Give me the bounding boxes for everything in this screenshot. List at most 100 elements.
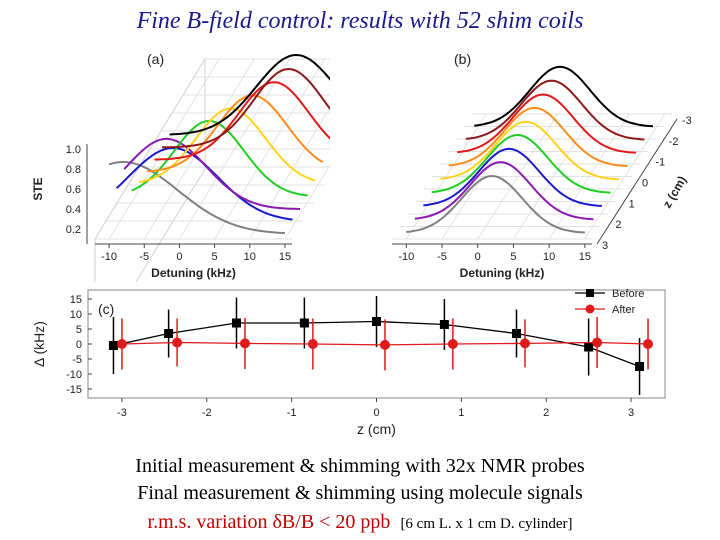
chart-a-x-tick-label: 10 xyxy=(244,251,256,263)
chart-c-point-before xyxy=(231,318,241,328)
chart-c-point-after xyxy=(379,339,390,350)
chart-a-series-line xyxy=(169,53,347,136)
chart-a-series-line xyxy=(146,94,324,173)
chart-a-panel-label: (a) xyxy=(147,51,164,67)
panel-c: 15 10 5 0 -5 -10 -15 -3 -2 -1 0 1 2 3 z (cm) Δ (kHz) (c)… xyxy=(20,282,700,444)
chart-b-z-tick-label: 1 xyxy=(629,198,635,210)
chart-b-series-line xyxy=(474,65,653,128)
caption-line-1: Initial measurement & shimming with 32x … xyxy=(135,455,585,477)
chart-b-x-tick-label: -5 xyxy=(437,251,447,263)
chart-a-series-line xyxy=(139,107,316,184)
chart-c-point-before xyxy=(164,329,174,338)
chart-c-point-before xyxy=(372,317,381,326)
chart-b-z-tick-label: -3 xyxy=(682,115,692,127)
chart-a-y-tick-label: 0.2 xyxy=(66,224,81,236)
chart-b-z-tick-label: -2 xyxy=(669,136,679,148)
chart-c-point-after xyxy=(592,337,603,348)
chart-a-x-tick-label: 15 xyxy=(279,251,291,263)
chart-c-legend-marker-before xyxy=(586,289,594,297)
chart-c-x-tick-label: 1 xyxy=(458,407,464,419)
chart-b-gridline xyxy=(477,113,559,240)
chart-b-z-axis xyxy=(596,118,678,245)
chart-c-point-before xyxy=(512,329,522,338)
chart-c-y-axis-label: Δ (kHz) xyxy=(31,321,47,367)
chart-a-series-line xyxy=(123,137,301,210)
chart-a-x-tick-label: 0 xyxy=(176,251,182,263)
chart-b-series-line xyxy=(431,133,611,194)
chart-a-y-axis-label: STE xyxy=(31,177,45,200)
chart-c-legend-label: Before xyxy=(612,288,644,300)
chart-c-y-tick-label: -10 xyxy=(66,369,82,381)
chart-c-point-after xyxy=(239,338,250,349)
chart-a-series-line xyxy=(161,67,339,149)
chart-b-x-axis-label: Detuning (kHz) xyxy=(460,266,545,280)
chart-c-point-after xyxy=(172,337,183,348)
chart-a-series-line xyxy=(108,160,286,235)
chart-c-y-tick-label: 10 xyxy=(70,309,82,321)
chart-c-y-tick-label: -15 xyxy=(66,384,82,396)
chart-b-x-tick-label: -10 xyxy=(398,251,414,263)
cylinder-note: [6 cm L. x 1 cm D. cylinder] xyxy=(400,516,573,532)
chart-b-gridline xyxy=(584,113,666,240)
chart-b-series-line xyxy=(457,93,636,154)
chart-b-z-tick-label: 0 xyxy=(642,178,648,190)
chart-c-x-tick-label: -3 xyxy=(117,407,127,419)
chart-a-x-tick-label: -5 xyxy=(139,251,149,263)
chart-b-z-tick-label: 3 xyxy=(602,240,608,252)
chart-c-point-after xyxy=(307,339,318,349)
chart-c-legend-label: After xyxy=(612,304,636,316)
chart-a-y-tick-label: 0.6 xyxy=(66,184,81,196)
chart-c-legend-marker-after xyxy=(585,304,595,314)
chart-b-x-tick-label: 10 xyxy=(543,251,555,263)
chart-c-point-before xyxy=(635,362,645,371)
chart-a-x-tick-label: 5 xyxy=(212,251,218,263)
chart-b-series-line xyxy=(440,120,619,181)
chart-c-point-after xyxy=(643,339,654,349)
chart-c-point-after xyxy=(116,339,127,349)
chart-c-point-before xyxy=(299,318,309,328)
chart-c-x-tick-label: 3 xyxy=(628,407,634,419)
chart-c-point-before xyxy=(584,342,594,352)
chart-a-gridline xyxy=(179,58,290,240)
chart-a-gridline xyxy=(214,58,326,240)
chart-c-point-after xyxy=(447,339,458,349)
chart-a-series-line xyxy=(154,81,332,161)
chart-b-gridline xyxy=(513,113,594,240)
chart-c-x-tick-label: 0 xyxy=(373,407,379,419)
chart-b-z-tick-label: 2 xyxy=(615,219,621,231)
chart-b-x-tick-label: 0 xyxy=(475,251,481,263)
chart-b-series-line xyxy=(465,79,645,141)
chart-b-series-line xyxy=(448,106,628,168)
rms-variation-text: r.m.s. variation δB/B < 20 ppb xyxy=(147,511,391,533)
chart-a-y-tick-label: 1.0 xyxy=(66,144,81,156)
chart-a-svg: 0.2 0.4 0.6 0.8 1.0 STE -10 -5 0 5 10 15 Detuning (k… xyxy=(31,51,402,351)
chart-c-x-tick-label: -2 xyxy=(202,407,212,419)
panel-b: -10 -5 0 5 10 15 Detuning (kHz) (b) -3 -2 -1 0 1 2 3 z … xyxy=(372,44,702,282)
chart-b-series-line xyxy=(423,147,602,207)
chart-a-y-tick-label: 0.8 xyxy=(66,164,81,176)
panel-a: 0.2 0.4 0.6 0.8 1.0 STE -10 -5 0 5 10 15 Detuning (k… xyxy=(20,44,402,351)
chart-b-gridline xyxy=(441,113,523,240)
chart-b-panel-label: (b) xyxy=(454,51,471,67)
chart-c-x-tick-label: -1 xyxy=(287,407,297,419)
chart-c-y-tick-label: -5 xyxy=(72,354,82,366)
chart-c-point-before xyxy=(108,341,118,350)
chart-b-series-line xyxy=(406,174,585,234)
chart-c-y-tick-label: 5 xyxy=(76,324,82,336)
chart-a-x-tick-label: -10 xyxy=(101,251,117,263)
chart-c-y-tick-label: 0 xyxy=(76,339,82,351)
chart-c-y-tick-label: 15 xyxy=(70,294,82,306)
chart-a-y-tick-label: 0.4 xyxy=(66,204,81,216)
chart-c-panel-label: (c) xyxy=(98,301,114,317)
chart-c-point-after xyxy=(519,338,530,349)
caption-line-2: Final measurement & shimming using molec… xyxy=(137,482,583,504)
chart-c-x-axis-label: z (cm) xyxy=(357,421,396,437)
chart-c-point-before xyxy=(439,320,449,329)
chart-b-x-tick-label: 5 xyxy=(510,251,516,263)
chart-c-x-tick-label: 2 xyxy=(543,407,549,419)
chart-b-x-tick-label: 15 xyxy=(579,251,591,263)
caption-line-3: r.m.s. variation δB/B < 20 ppb [6 cm L. x… xyxy=(0,511,720,534)
chart-b-series-line xyxy=(414,161,594,221)
